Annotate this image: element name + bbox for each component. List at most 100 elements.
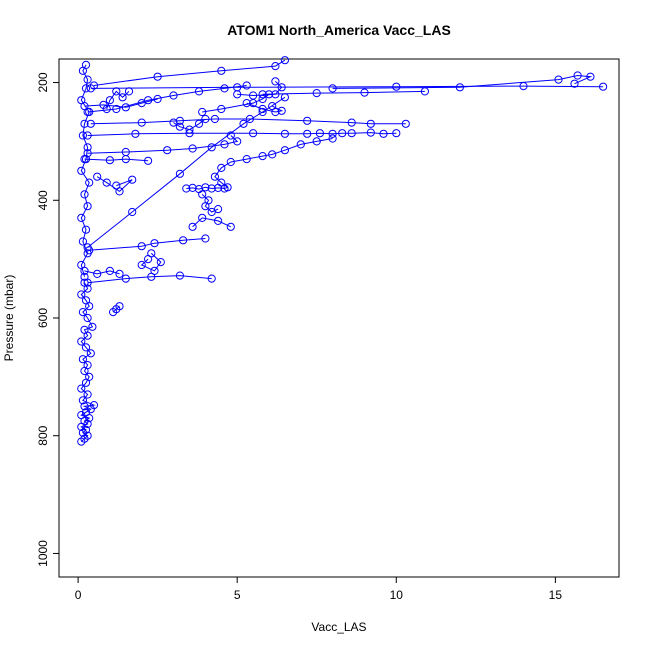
data-point — [83, 202, 92, 211]
data-point — [271, 62, 280, 71]
data-point — [280, 56, 289, 65]
x-tick-label: 0 — [75, 588, 82, 602]
data-point — [77, 166, 86, 175]
series-line — [332, 74, 593, 89]
data-point — [570, 79, 579, 88]
data-point — [156, 258, 165, 267]
data-point — [207, 143, 216, 152]
data-point — [121, 155, 130, 164]
series-11 — [80, 155, 153, 165]
chart-title: ATOM1 North_America Vacc_LAS — [227, 22, 451, 38]
data-point — [102, 104, 111, 114]
data-point — [128, 207, 137, 217]
series-18 — [242, 99, 286, 117]
series-line — [89, 238, 206, 251]
x-tick-label: 10 — [390, 588, 404, 602]
y-tick-label: 400 — [36, 190, 50, 210]
series-line — [87, 85, 247, 113]
data-point — [226, 222, 235, 231]
data-point — [392, 129, 401, 138]
data-point — [312, 89, 321, 98]
data-point — [271, 77, 280, 86]
data-point — [233, 83, 242, 92]
data-point — [77, 411, 86, 420]
series-14 — [169, 114, 210, 134]
data-point — [80, 119, 89, 128]
data-point — [328, 134, 337, 143]
data-point — [153, 94, 162, 104]
data-point — [328, 129, 337, 138]
x-tick-label: 5 — [234, 588, 241, 602]
data-point — [86, 119, 95, 128]
series-9 — [198, 190, 223, 217]
series-20 — [258, 87, 429, 99]
series-17 — [198, 90, 274, 117]
data-point — [83, 131, 92, 140]
x-axis: 0 5 10 15 — [75, 576, 562, 602]
series-10 — [83, 131, 242, 158]
data-point — [392, 82, 401, 91]
data-point — [360, 88, 369, 97]
data-point — [258, 152, 267, 161]
data-point — [194, 119, 204, 128]
data-point — [78, 308, 88, 317]
data-point — [118, 93, 127, 102]
series-1 — [83, 271, 216, 287]
series-25 — [102, 87, 134, 114]
data-point — [198, 107, 207, 117]
y-axis: 200 400 600 800 1000 — [36, 72, 60, 567]
data-point — [86, 349, 95, 358]
data-point — [83, 361, 92, 370]
data-point — [78, 355, 88, 364]
y-tick-label: 800 — [36, 425, 50, 445]
data-point — [258, 90, 267, 99]
data-point — [93, 269, 102, 278]
data-point — [217, 66, 226, 75]
series-line — [84, 98, 158, 108]
data-point — [77, 337, 86, 346]
data-point — [102, 178, 111, 187]
series-13 — [86, 114, 410, 128]
series-line — [173, 118, 206, 131]
series-line — [90, 85, 604, 89]
series-15 — [83, 81, 251, 117]
data-point — [201, 183, 210, 192]
data-point — [81, 343, 91, 352]
data-point — [366, 128, 375, 137]
data-point — [249, 129, 258, 138]
series-line — [87, 132, 397, 136]
series-line — [140, 252, 162, 272]
data-point — [88, 322, 97, 331]
data-point — [128, 175, 137, 184]
data-point — [124, 87, 134, 96]
data-point — [303, 116, 312, 125]
data-point — [280, 93, 289, 102]
data-point — [182, 184, 191, 193]
data-point — [268, 150, 277, 159]
series-24 — [89, 56, 289, 90]
data-point — [115, 269, 124, 278]
data-point — [175, 271, 184, 280]
data-point — [242, 81, 251, 90]
data-point — [201, 234, 210, 243]
data-point — [296, 140, 305, 149]
data-point — [258, 104, 267, 114]
data-point — [150, 239, 159, 248]
data-point — [242, 155, 251, 164]
y-axis-label: Pressure (mbar) — [2, 275, 16, 362]
data-point — [78, 237, 88, 246]
data-point — [258, 107, 267, 117]
data-point — [249, 91, 258, 100]
data-point — [77, 384, 86, 393]
data-point — [131, 129, 140, 138]
data-point — [78, 131, 88, 140]
series-8 — [182, 134, 337, 194]
data-point — [105, 96, 115, 105]
data-point — [207, 274, 216, 283]
data-point — [80, 272, 89, 281]
data-point — [121, 103, 130, 112]
data-point — [83, 143, 92, 152]
data-point — [214, 216, 223, 225]
series-line — [80, 64, 90, 277]
